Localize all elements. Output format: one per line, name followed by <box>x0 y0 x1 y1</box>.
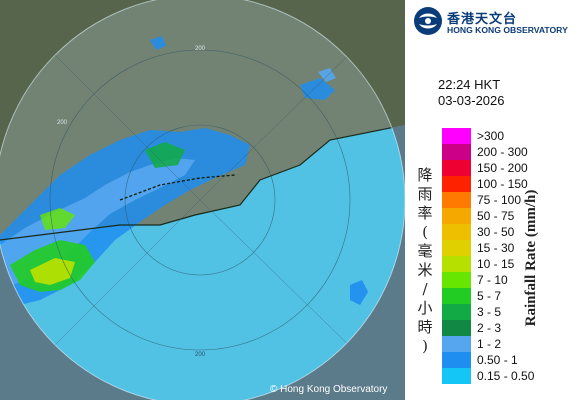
rain-cell-northeast <box>300 78 335 100</box>
legend-swatch <box>442 128 471 144</box>
legend-swatch <box>442 256 471 272</box>
logo-name-chinese: 香港天文台 <box>447 12 518 27</box>
radar-map: 200 200 200 <box>0 0 405 400</box>
legend-label: 75 - 100 <box>477 193 522 207</box>
legend-swatch <box>442 304 471 320</box>
border-line <box>119 174 236 201</box>
legend-swatch <box>442 288 471 304</box>
legend-label: 15 - 30 <box>477 241 515 255</box>
coastline <box>0 124 405 241</box>
rain-cell-north-2 <box>150 36 166 50</box>
observatory-logo: 香港天文台 HONG KONG OBSERVATORY <box>413 6 573 40</box>
legend-label: 5 - 7 <box>477 289 502 303</box>
range-label-west: 200 <box>57 120 68 126</box>
legend-swatch <box>442 320 471 336</box>
copyright-notice: © Hong Kong Observatory <box>270 384 388 395</box>
legend-color-scale <box>442 128 471 384</box>
legend-swatch <box>442 176 471 192</box>
legend-swatch <box>442 336 471 352</box>
sea-in-range <box>0 125 405 400</box>
range-ring-inner <box>124 124 276 276</box>
legend-swatch <box>442 144 471 160</box>
legend-swatch <box>442 160 471 176</box>
radar-coverage <box>0 0 405 400</box>
legend-label: 0.50 - 1 <box>477 353 518 367</box>
legend-swatch <box>442 240 471 256</box>
legend-label: >300 <box>477 129 505 143</box>
legend-labels: >300 200 - 300 150 - 200 100 - 150 75 - 100 5… <box>477 128 552 384</box>
legend-swatch <box>442 208 471 224</box>
range-ring-middle <box>49 49 351 351</box>
legend-label: 30 - 50 <box>477 225 515 239</box>
legend-swatch <box>442 224 471 240</box>
legend-swatch <box>442 192 471 208</box>
legend-swatch <box>442 272 471 288</box>
logo-name-english: HONG KONG OBSERVATORY <box>447 25 568 35</box>
legend-swatch <box>442 368 471 384</box>
legend-label: 100 - 150 <box>477 177 528 191</box>
legend-title-chinese: 降 雨 率 ( 毫 米 / 小 時 ) <box>417 166 433 355</box>
legend-label: 0.15 - 0.50 <box>477 369 535 383</box>
legend-panel: 香港天文台 HONG KONG OBSERVATORY 22:24 HKT 03… <box>405 0 577 400</box>
radar-date: 03-03-2026 <box>438 93 505 108</box>
legend-label: 2 - 3 <box>477 321 502 335</box>
rain-cell-north <box>145 142 185 168</box>
rain-cell-east <box>350 280 368 305</box>
legend-label: 10 - 15 <box>477 257 515 271</box>
legend-label: 50 - 75 <box>477 209 515 223</box>
legend-label: 7 - 10 <box>477 273 508 287</box>
legend-label: 1 - 2 <box>477 337 502 351</box>
rain-heavy-core <box>30 258 75 285</box>
range-label-south: 200 <box>195 352 206 358</box>
legend-label: 150 - 200 <box>477 161 528 175</box>
observatory-logo-icon <box>414 7 442 35</box>
legend-swatch <box>442 352 471 368</box>
legend-label: 200 - 300 <box>477 145 528 159</box>
legend-label: 3 - 5 <box>477 305 502 319</box>
radar-time: 22:24 HKT <box>438 77 501 92</box>
range-label-north: 200 <box>195 46 206 52</box>
rain-cell-west <box>40 208 75 230</box>
